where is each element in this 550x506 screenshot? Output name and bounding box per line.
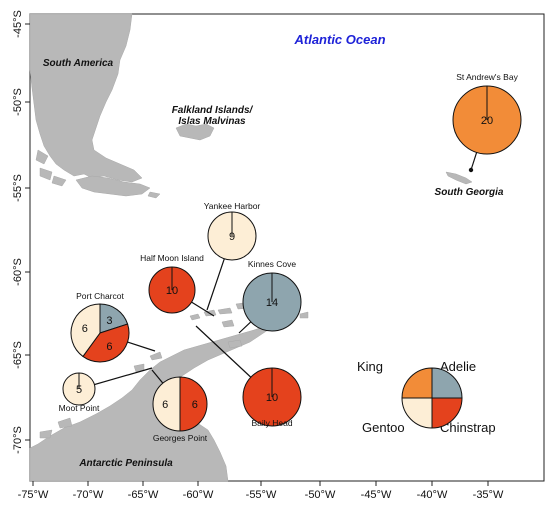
- species-legend: King Adelie Gentoo Chinstrap: [357, 359, 496, 435]
- colony-pie: 5 Moot Point: [59, 372, 100, 413]
- colony-pie: 10 Baily Head: [242, 367, 302, 428]
- colony-location-dot: [468, 167, 474, 173]
- y-axis: -45°S -50°S -55°S -60°S -65°S -70°S: [12, 10, 30, 454]
- colony-name-label: St Andrew's Bay: [456, 72, 518, 82]
- colony-pie: 6 6 Georges Point: [152, 376, 208, 443]
- legend-swatch-chinstrap: [431, 397, 463, 429]
- y-tick: -45°S: [12, 10, 30, 38]
- colony-pie: 10 Half Moon Island: [140, 253, 204, 314]
- legend-adelie-label: Adelie: [440, 359, 476, 374]
- south-georgia-island: [445, 171, 473, 185]
- colony-name-label: Yankee Harbor: [204, 201, 261, 211]
- pie-count-label: 6: [162, 399, 168, 411]
- pie-count-label: 10: [266, 392, 278, 404]
- malvinas-label: Islas Malvinas: [178, 116, 246, 127]
- south-shetland-island: [221, 319, 235, 328]
- colony-name-label: Moot Point: [59, 403, 100, 413]
- y-tick-label: -70°S: [12, 426, 24, 454]
- x-axis: -75°W -70°W -65°W -60°W -55°W -50°W -45°…: [18, 481, 504, 501]
- tierra-del-fuego: [75, 175, 151, 197]
- x-tick: -60°W: [183, 481, 214, 501]
- y-tick-label: -60°S: [12, 258, 24, 286]
- pie-count-label: 5: [76, 384, 82, 396]
- colony-name-label: Baily Head: [251, 418, 292, 428]
- y-tick: -55°S: [12, 174, 30, 202]
- pie-slice-chinstrap: [179, 376, 208, 432]
- legend-swatch-gentoo: [401, 397, 433, 429]
- y-tick-label: -65°S: [12, 341, 24, 369]
- legend-king-label: King: [357, 359, 383, 374]
- colony-name-label: Port Charcot: [76, 291, 124, 301]
- x-tick-label: -40°W: [417, 489, 448, 501]
- peninsula-island: [299, 311, 309, 319]
- peninsula-island: [227, 339, 243, 349]
- y-tick: -70°S: [12, 426, 30, 454]
- fjord-island: [39, 167, 53, 181]
- x-tick-label: -60°W: [183, 489, 214, 501]
- pie-slice-chinstrap: [82, 323, 130, 363]
- x-tick: -40°W: [417, 481, 448, 501]
- x-tick: -75°W: [18, 481, 49, 501]
- south-shetland-island: [217, 307, 233, 315]
- colony-name-label: Half Moon Island: [140, 253, 204, 263]
- legend-chinstrap-label: Chinstrap: [440, 420, 496, 435]
- x-tick: -35°W: [473, 481, 504, 501]
- pie-count-label: 3: [106, 315, 112, 327]
- x-tick-label: -45°W: [361, 489, 392, 501]
- x-tick-label: -35°W: [473, 489, 504, 501]
- pie-count-label: 6: [82, 323, 88, 335]
- x-tick-label: -70°W: [73, 489, 104, 501]
- south-georgia-label: South Georgia: [435, 187, 504, 198]
- y-tick-label: -55°S: [12, 174, 24, 202]
- pie-count-label: 14: [266, 297, 278, 309]
- south-america-landmass: [29, 13, 143, 183]
- ocean-label: Atlantic Ocean: [293, 32, 385, 47]
- falkland-label: Falkland Islands/: [172, 105, 254, 116]
- x-tick-label: -55°W: [246, 489, 277, 501]
- peninsula-island: [149, 351, 163, 361]
- y-tick: -50°S: [12, 88, 30, 116]
- x-tick: -65°W: [128, 481, 159, 501]
- x-tick-label: -65°W: [128, 489, 159, 501]
- colony-name-label: Kinnes Cove: [248, 259, 296, 269]
- colony-pie: 9 Yankee Harbor: [204, 201, 261, 261]
- x-tick-label: -75°W: [18, 489, 49, 501]
- falkland-islands: [175, 123, 215, 141]
- pie-count-label: 6: [106, 341, 112, 353]
- south-shetland-island: [189, 313, 201, 321]
- pie-count-label: 20: [481, 115, 493, 127]
- colony-pie: 20 St Andrew's Bay: [452, 72, 522, 155]
- colony-pie: 3 6 6 Port Charcot: [70, 291, 130, 363]
- y-tick: -60°S: [12, 258, 30, 286]
- antarctic-peninsula-label: Antarctic Peninsula: [78, 458, 173, 469]
- fjord-island: [51, 175, 67, 187]
- pie-count-label: 10: [166, 285, 178, 297]
- x-tick: -55°W: [246, 481, 277, 501]
- pie-count-label: 6: [192, 399, 198, 411]
- legend-swatch-king: [401, 367, 433, 399]
- y-tick: -65°S: [12, 341, 30, 369]
- y-tick-label: -50°S: [12, 88, 24, 116]
- fjord-island: [35, 149, 49, 165]
- fjord-island: [147, 191, 161, 199]
- x-tick: -70°W: [73, 481, 104, 501]
- south-america-label: South America: [43, 58, 114, 69]
- legend-gentoo-label: Gentoo: [362, 420, 405, 435]
- x-tick: -45°W: [361, 481, 392, 501]
- pie-slice-adelie: [99, 303, 129, 334]
- x-tick: -50°W: [305, 481, 336, 501]
- peninsula-island: [57, 417, 73, 429]
- pie-slice-gentoo: [70, 303, 101, 358]
- peninsula-island: [39, 429, 53, 439]
- y-tick-label: -45°S: [12, 10, 24, 38]
- pie-slice-gentoo: [152, 376, 181, 432]
- x-tick-label: -50°W: [305, 489, 336, 501]
- colony-name-label: Georges Point: [153, 433, 208, 443]
- pie-count-label: 9: [229, 231, 235, 243]
- legend-swatch-adelie: [431, 367, 463, 399]
- colony-pie: 14 Kinnes Cove: [242, 259, 302, 332]
- colony-pies: 20 St Andrew's Bay 9 Yankee Harbor 10 Half Mo…: [59, 72, 522, 443]
